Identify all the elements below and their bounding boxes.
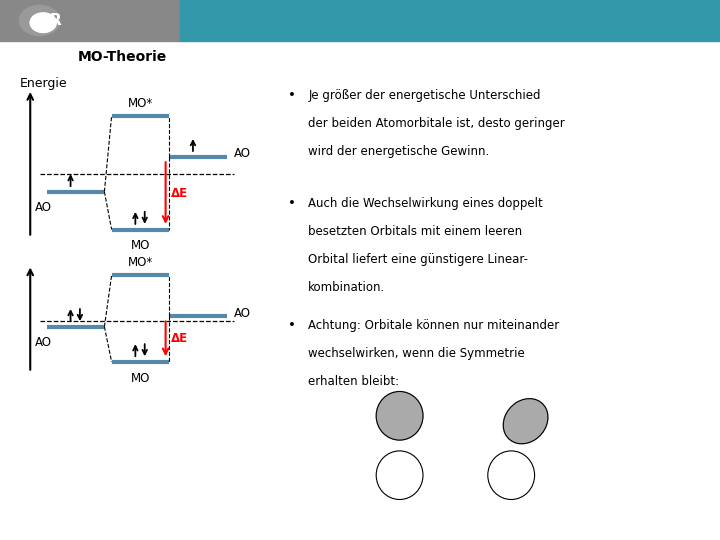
Text: ΔE: ΔE [171, 186, 188, 200]
Text: AO: AO [35, 201, 52, 214]
Bar [180, 0, 720, 40]
Text: Auch die Wechselwirkung eines doppelt: Auch die Wechselwirkung eines doppelt [308, 197, 543, 210]
Text: Je größer der energetische Unterschied: Je größer der energetische Unterschied [308, 89, 541, 102]
Text: ΔE: ΔE [171, 332, 188, 346]
Text: •: • [288, 319, 296, 332]
Text: AO: AO [35, 336, 52, 349]
Text: wird der energetische Gewinn.: wird der energetische Gewinn. [308, 145, 490, 158]
Text: der beiden Atomorbitale ist, desto geringer: der beiden Atomorbitale ist, desto gerin… [308, 117, 565, 130]
Text: MO: MO [131, 239, 150, 252]
Text: •: • [288, 197, 296, 210]
Ellipse shape [377, 451, 423, 500]
Text: kombination.: kombination. [308, 281, 385, 294]
Text: •: • [288, 89, 296, 102]
Text: MO: MO [131, 372, 150, 384]
Text: besetzten Orbitals mit einem leeren: besetzten Orbitals mit einem leeren [308, 225, 522, 238]
Text: R: R [50, 13, 61, 28]
Text: AO: AO [234, 147, 251, 160]
Bar [0, 0, 180, 40]
Ellipse shape [503, 399, 548, 444]
Text: AO: AO [234, 307, 251, 320]
Text: MO-Theorie: MO-Theorie [78, 50, 167, 64]
Ellipse shape [377, 392, 423, 440]
Text: erhalten bleibt:: erhalten bleibt: [308, 375, 400, 388]
Text: MO*: MO* [127, 256, 153, 269]
Text: Achtung: Orbitale können nur miteinander: Achtung: Orbitale können nur miteinander [308, 319, 559, 332]
Text: Energie: Energie [20, 77, 68, 90]
Text: Orbital liefert eine günstigere Linear-: Orbital liefert eine günstigere Linear- [308, 253, 528, 266]
Ellipse shape [488, 451, 534, 500]
Text: MO*: MO* [127, 97, 153, 110]
Circle shape [19, 5, 60, 36]
Circle shape [30, 13, 56, 32]
Text: wechselwirken, wenn die Symmetrie: wechselwirken, wenn die Symmetrie [308, 347, 525, 360]
